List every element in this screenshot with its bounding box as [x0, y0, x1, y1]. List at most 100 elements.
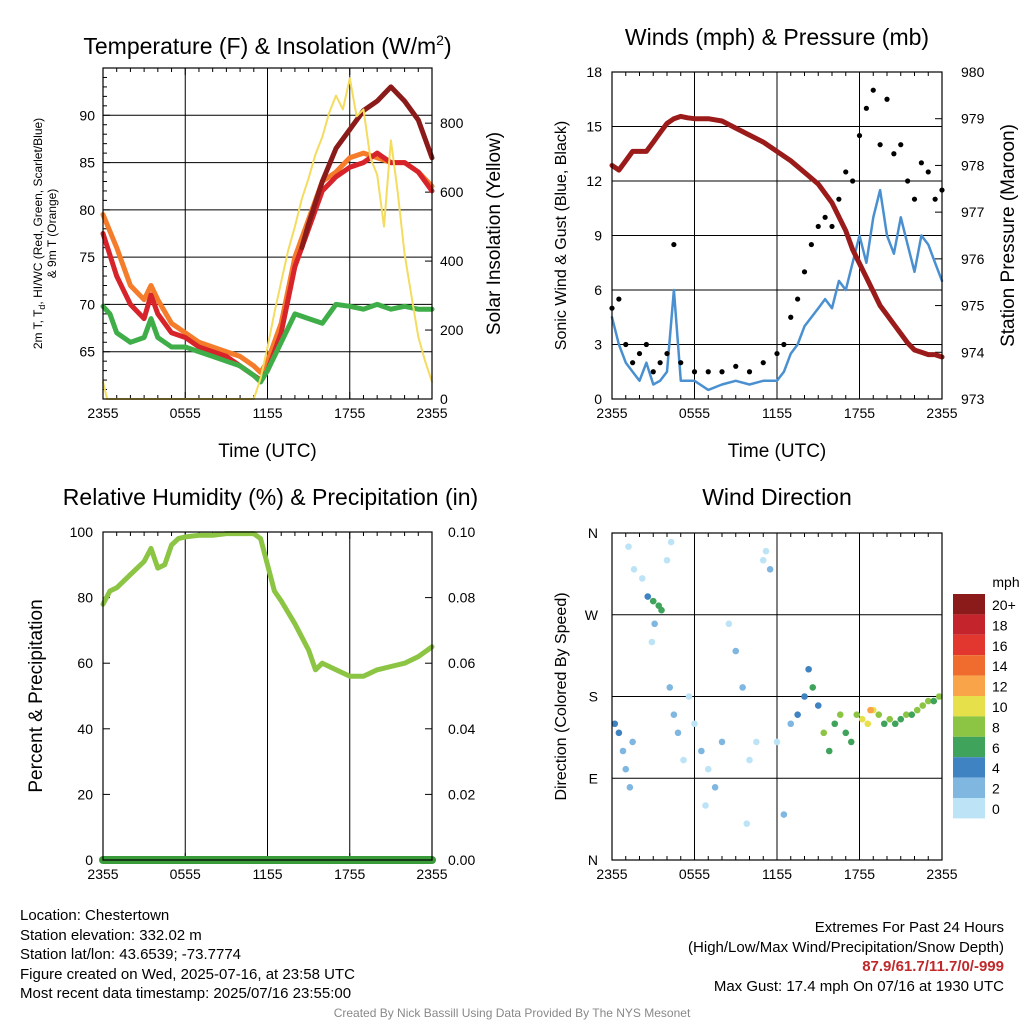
wind-direction-point: [625, 543, 632, 550]
speed-legend: mph 20+ 18 16 14 12 10 8 6 4 2 0: [953, 574, 1020, 819]
winddir-xtick-label: 2355: [596, 866, 627, 882]
rh-xtick-label: 0555: [170, 866, 201, 882]
gust-point: [616, 296, 622, 302]
wind-direction-point: [649, 597, 657, 605]
speed-legend-label: 12: [992, 679, 1008, 695]
insolation-ytick-label: 0: [440, 391, 448, 407]
insolation-ylabel: Solar Insolation (Yellow): [484, 132, 505, 335]
wind-direction-point: [753, 738, 760, 746]
rh-ytick-label: 20: [77, 786, 93, 802]
wind-direction-point: [891, 720, 899, 728]
wind-xtick-label: 2355: [926, 405, 957, 421]
winddir-ytick-label: E: [589, 770, 598, 786]
speed-legend-label: 4: [992, 760, 1000, 776]
gust-point: [822, 214, 828, 220]
gust-point: [705, 369, 711, 375]
wind-direction-point: [924, 697, 932, 705]
temp-xtick-label: 2355: [416, 405, 447, 421]
precip-ytick-label: 0.10: [448, 524, 475, 540]
speed-legend-swatch: [953, 716, 985, 737]
temp-xtick-label: 2355: [87, 405, 118, 421]
winddir-ylabel-group: Direction (Colored By Speed): [553, 592, 570, 800]
temp-plot-frame: [102, 67, 433, 400]
pressure-ytick-label: 976: [961, 251, 985, 267]
wind-direction-point: [680, 756, 687, 764]
wind-ytick-label: 12: [586, 173, 602, 189]
gust-point: [863, 105, 869, 111]
temp-xlabel: Time (UTC): [218, 441, 317, 462]
wind-direction-point: [698, 747, 705, 755]
wind-direction-point: [762, 547, 770, 555]
credit-text: Created By Nick Bassill Using Data Provi…: [333, 1006, 691, 1020]
rh-ylabel: Percent & Precipitation: [26, 599, 47, 792]
winddir-ytick-label: S: [589, 689, 598, 705]
wind-direction-point: [847, 738, 855, 746]
wind-direction-point: [725, 620, 733, 628]
precip-ytick-label: 0.04: [448, 721, 475, 737]
wind-direction-point: [743, 820, 751, 827]
pressure-ytick-label: 977: [961, 204, 985, 220]
winddir-xtick-label: 2355: [926, 866, 957, 882]
wind-direction-point: [622, 765, 630, 773]
wind-direction-point: [836, 711, 844, 718]
temp-ylabel-right: Solar Insolation (Yellow): [484, 132, 505, 335]
gust-point: [815, 223, 821, 230]
wind-xtick-label: 1755: [844, 405, 875, 421]
wind-direction-point: [644, 593, 652, 600]
winddir-xtick-label: 0555: [679, 866, 710, 882]
temp-ylabel-sub: d: [37, 305, 47, 310]
wind-direction-point: [880, 720, 888, 728]
wind-ytick-label: 0: [594, 391, 602, 407]
extremes-values: 87.9/61.7/11.7/0/-999: [862, 958, 1004, 975]
wind-direction-point: [831, 720, 839, 728]
gust-point: [760, 360, 766, 366]
temp-ytick-label: 65: [79, 344, 95, 360]
wind-direction-point: [691, 720, 698, 728]
wind-direction-point: [619, 747, 627, 755]
wind-direction-point: [780, 811, 788, 818]
latlon-text: Station lat/lon: 43.6539; -73.7774: [20, 946, 242, 963]
precip-ytick-label: 0.02: [448, 786, 475, 802]
wind-direction-point: [746, 756, 753, 764]
wind-direction-point: [801, 693, 808, 700]
wind-xlabel: Time (UTC): [728, 441, 827, 462]
winddir-xtick-label: 1155: [762, 866, 792, 882]
wind-ytick-label: 6: [594, 282, 602, 298]
wind-direction-point: [897, 715, 905, 723]
speed-legend-swatch: [953, 736, 985, 758]
speed-legend-label: 20+: [992, 597, 1016, 613]
wind-speed-line: [610, 188, 944, 392]
speed-legend-label: 2: [992, 781, 1000, 797]
extremes-info: Extremes For Past 24 Hours (High/Low/Max…: [688, 918, 1004, 996]
pressure-line: [609, 113, 945, 360]
gust-point: [774, 350, 780, 357]
rh-plot-frame: [102, 531, 433, 861]
wind-direction-point: [820, 729, 828, 737]
gust-point: [623, 341, 629, 348]
rh-ytick-label: 80: [77, 590, 93, 606]
wind-direction-point: [648, 638, 656, 646]
wind-direction-point: [611, 720, 619, 728]
gust-point: [877, 142, 883, 148]
wind-direction-point: [739, 684, 746, 691]
wind-direction-point: [919, 702, 927, 709]
winddir-ytick-label: W: [585, 607, 599, 623]
insolation-ytick-label: 800: [440, 115, 464, 131]
max-gust-text: Max Gust: 17.4 mph On 07/16 at 1930 UTC: [713, 977, 1004, 995]
station-info: Location: Chestertown Station elevation:…: [20, 906, 355, 1004]
insolation-ytick-label: 200: [440, 322, 464, 338]
speed-legend-label: 8: [992, 719, 1000, 735]
gust-point: [808, 241, 814, 248]
temp-series-line: [100, 301, 435, 385]
temp-ytick-label: 80: [79, 202, 95, 218]
wind-direction-point: [842, 729, 850, 737]
insolation-ytick-label: 600: [440, 184, 464, 200]
temperature-panel: 2355 0555 1155 1755 2355 65 70 75 80 85 90 0 200 400 6…: [31, 32, 505, 462]
speed-legend-title: mph: [992, 574, 1019, 590]
temp-title-sup: 2: [436, 32, 444, 48]
wind-direction-point: [773, 738, 781, 746]
gust-point: [678, 360, 684, 366]
gust-point: [691, 369, 698, 375]
temp-ytick-label: 75: [79, 249, 95, 265]
